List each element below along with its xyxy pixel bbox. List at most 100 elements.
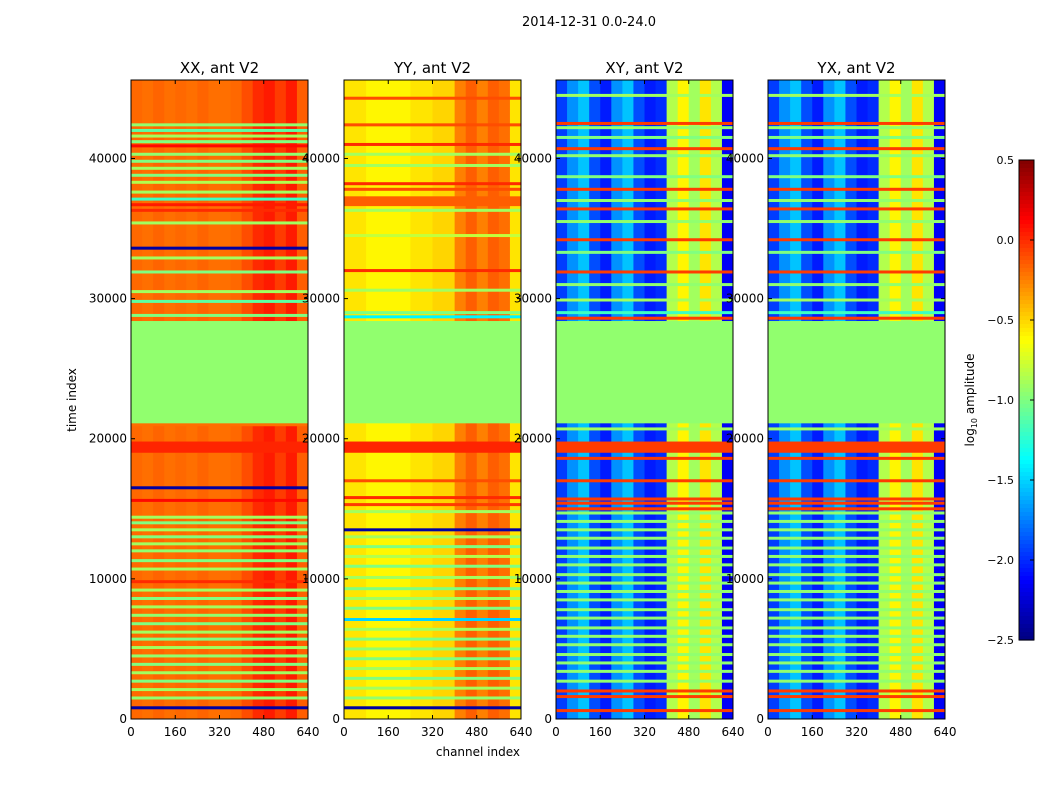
panel-title: YX, ant V2 xyxy=(816,59,895,77)
y-tick-label: 0 xyxy=(332,712,340,726)
colorbar-segment xyxy=(1019,520,1034,525)
heatmap-row-line xyxy=(768,311,945,315)
heatmap-row-line xyxy=(556,121,733,125)
colorbar-segment xyxy=(1019,484,1034,489)
x-tick-label: 480 xyxy=(889,725,912,739)
heatmap-row-line xyxy=(131,679,308,683)
heatmap-row-line xyxy=(768,501,945,505)
colorbar-segment xyxy=(1019,620,1034,625)
heatmap-row-line xyxy=(344,657,521,661)
heatmap-row-line xyxy=(556,199,733,203)
colorbar-segment xyxy=(1019,404,1034,409)
heatmap-row-line xyxy=(556,616,733,620)
x-tick-label: 0 xyxy=(127,725,135,739)
heatmap-row-line xyxy=(768,634,945,638)
heatmap-row-line xyxy=(344,311,521,315)
heatmap-row-line xyxy=(344,587,521,591)
colorbar-segment xyxy=(1019,268,1034,273)
heatmap-row-line xyxy=(768,187,945,191)
colorbar-segment xyxy=(1019,176,1034,181)
colorbar-segment xyxy=(1019,588,1034,593)
heatmap-row-line xyxy=(131,313,308,317)
heatmap-row-line xyxy=(768,126,945,130)
y-axis-label: time index xyxy=(65,368,79,432)
heatmap-row-line xyxy=(131,580,308,584)
heatmap-row-line xyxy=(344,479,521,483)
heatmap-row-line xyxy=(556,507,733,511)
heatmap-segment xyxy=(344,441,521,453)
heatmap-row-line xyxy=(131,290,308,294)
colorbar-segment xyxy=(1019,460,1034,465)
colorbar-segment xyxy=(1019,196,1034,201)
heatmap-row-line xyxy=(768,679,945,683)
y-tick-label: 20000 xyxy=(89,432,127,446)
colorbar-segment xyxy=(1019,292,1034,297)
colorbar-segment xyxy=(1019,160,1034,165)
colorbar-tick-label: −2.5 xyxy=(987,634,1014,647)
heatmap-row-line xyxy=(556,456,733,460)
heatmap-row-line xyxy=(556,689,733,693)
colorbar-segment xyxy=(1019,208,1034,213)
x-tick-label: 480 xyxy=(252,725,275,739)
heatmap-row-line xyxy=(131,671,308,675)
panel-2: XY, ant V2 0 160 320 480 640 0 10000 20000 30000 4… xyxy=(514,59,745,739)
heatmap-row-line xyxy=(768,573,945,577)
colorbar-segment xyxy=(1019,380,1034,385)
colorbar-segment xyxy=(1019,400,1034,405)
heatmap-row-line xyxy=(556,634,733,638)
heatmap-row-line xyxy=(556,187,733,191)
panel-title: XY, ant V2 xyxy=(605,59,683,77)
x-tick-label: 320 xyxy=(208,725,231,739)
heatmap-row-line xyxy=(131,535,308,539)
heatmap-row-line xyxy=(344,269,521,273)
heatmap-row-line xyxy=(131,140,308,144)
heatmap-row-line xyxy=(131,173,308,177)
y-tick-label: 0 xyxy=(756,712,764,726)
colorbar-segment xyxy=(1019,324,1034,329)
x-tick-label: 480 xyxy=(677,725,700,739)
colorbar-segment xyxy=(1019,436,1034,441)
heatmap-row-line xyxy=(131,423,308,427)
colorbar-tick-label: 0.0 xyxy=(997,234,1015,247)
heatmap-row-line xyxy=(131,528,308,532)
colorbar-segment xyxy=(1019,252,1034,257)
colorbar-segment xyxy=(1019,432,1034,437)
heatmap-row-line xyxy=(768,270,945,274)
colorbar-segment xyxy=(1019,444,1034,449)
x-tick-label: 160 xyxy=(164,725,187,739)
heatmap-row-line xyxy=(131,180,308,184)
colorbar-segment xyxy=(1019,600,1034,605)
heatmap-row-line xyxy=(768,154,945,158)
colorbar-segment xyxy=(1019,488,1034,493)
heatmap-row-line xyxy=(344,596,521,600)
colorbar-segment xyxy=(1019,308,1034,313)
colorbar-segment xyxy=(1019,356,1034,361)
heatmap-row-line xyxy=(344,123,521,127)
heatmap-row-line xyxy=(556,653,733,657)
heatmap-row-line xyxy=(768,147,945,151)
colorbar-segment xyxy=(1019,276,1034,281)
colorbar-segment xyxy=(1019,296,1034,301)
colorbar-segment xyxy=(1019,392,1034,397)
colorbar-tick-label: −1.5 xyxy=(987,474,1014,487)
colorbar-segment xyxy=(1019,616,1034,621)
heatmap-row-line xyxy=(768,199,945,203)
colorbar-segment xyxy=(1019,604,1034,609)
colorbar-segment xyxy=(1019,280,1034,285)
colorbar-segment xyxy=(1019,344,1034,349)
heatmap-row-line xyxy=(768,507,945,511)
colorbar-segment xyxy=(1019,348,1034,353)
heatmap-row-line xyxy=(131,128,308,132)
heatmap-row-line xyxy=(556,643,733,647)
heatmap-row-line xyxy=(768,626,945,630)
colorbar-segment xyxy=(1019,388,1034,393)
heatmap-row-line xyxy=(131,630,308,634)
heatmap-row-line xyxy=(556,511,733,515)
colorbar-segment xyxy=(1019,264,1034,269)
heatmap-row-line xyxy=(344,315,521,319)
heatmap-row-line xyxy=(344,510,521,514)
colorbar-segment xyxy=(1019,352,1034,357)
heatmap-row-line xyxy=(556,695,733,699)
heatmap-row-line xyxy=(131,613,308,617)
heatmap-row-line xyxy=(131,662,308,666)
